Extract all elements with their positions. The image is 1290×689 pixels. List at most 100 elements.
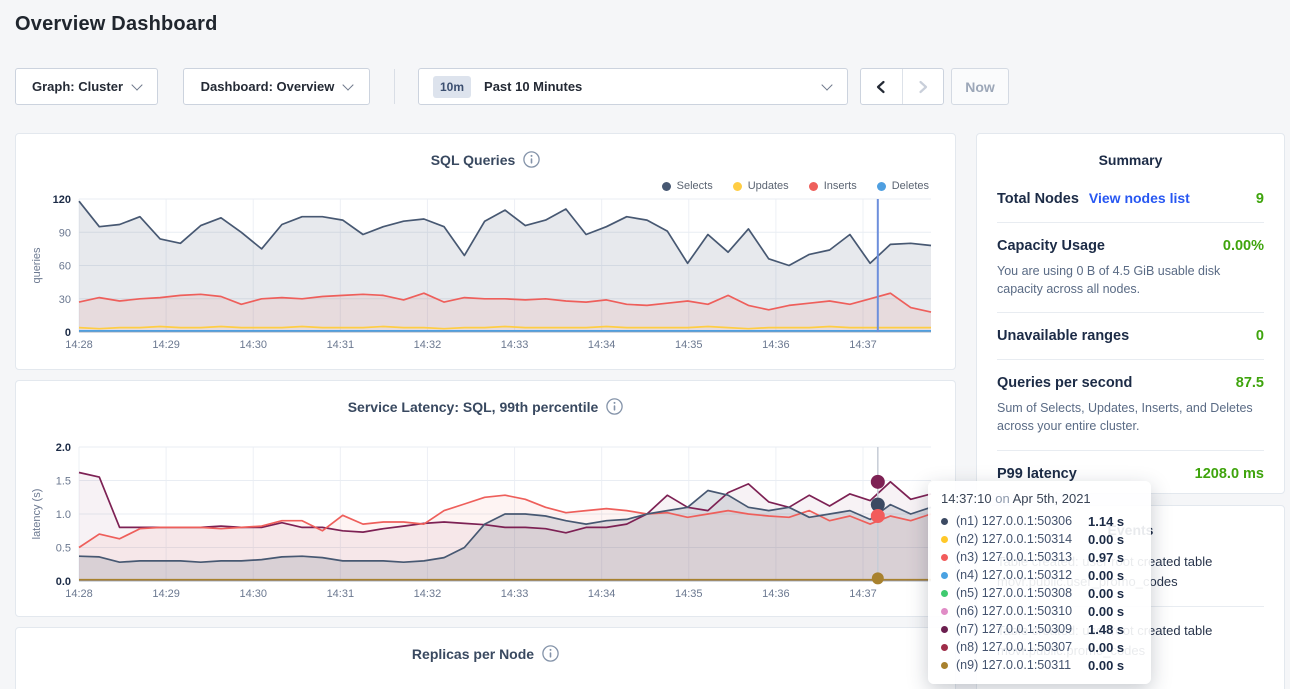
summary-stat-row: Capacity Usage 0.00% <box>997 237 1264 255</box>
info-icon[interactable] <box>523 151 541 168</box>
sql-queries-chart[interactable]: 14:28 14:29 14:30 14:31 14:32 14:33 14:34 14:35… <box>16 134 955 369</box>
summary-stat-value: 0 <box>1255 328 1264 345</box>
chevron-down-icon <box>131 78 143 91</box>
series-dot-icon <box>941 589 948 597</box>
view-nodes-list-link[interactable]: View nodes list <box>1088 190 1190 206</box>
series-dot-icon <box>941 571 948 579</box>
tooltip-node-address: (n3) 127.0.0.1:50313 <box>956 550 1073 564</box>
svg-text:14:33: 14:33 <box>501 339 529 351</box>
tooltip-node-value: 0.00 s <box>1088 639 1125 655</box>
time-range-dropdown[interactable]: 10m Past 10 Minutes <box>418 68 848 105</box>
svg-text:14:31: 14:31 <box>327 588 355 600</box>
svg-text:14:37: 14:37 <box>849 588 877 600</box>
tooltip-date: Apr 5th, 2021 <box>1012 491 1091 506</box>
svg-text:queries: queries <box>31 247 43 284</box>
summary-title: Summary <box>1098 152 1163 168</box>
svg-text:14:30: 14:30 <box>239 339 267 351</box>
legend-item-selects[interactable]: Selects <box>661 180 713 192</box>
summary-stat-label: P99 latency <box>997 465 1077 482</box>
summary-items: Total Nodes View nodes list 9 Capacity Usag… <box>997 190 1264 483</box>
summary-stat-label: Queries per second <box>997 375 1133 392</box>
summary-stat-label: Unavailable ranges <box>997 328 1130 345</box>
service-latency-chart[interactable]: 14:28 14:29 14:30 14:31 14:32 14:33 14:34 14:35… <box>16 381 955 616</box>
time-step-forward-button[interactable] <box>903 69 944 104</box>
legend-dot-icon <box>808 181 818 191</box>
svg-text:30: 30 <box>59 294 71 306</box>
tooltip-node-row: (n8) 127.0.0.1:50307 0.00 s <box>941 638 1138 656</box>
legend-label: Updates <box>747 180 789 192</box>
tooltip-node-address: (n9) 127.0.0.1:50311 <box>956 658 1072 672</box>
series-dot-icon <box>941 535 948 543</box>
tooltip-node-address: (n2) 127.0.0.1:50314 <box>956 532 1073 546</box>
tooltip-node-address: (n6) 127.0.0.1:50310 <box>956 604 1073 618</box>
series-dot-icon <box>941 553 948 561</box>
svg-text:0.0: 0.0 <box>56 576 71 588</box>
tooltip-timestamp: 14:37:10 on Apr 5th, 2021 <box>941 491 1138 506</box>
summary-stat-value: 9 <box>1255 191 1264 207</box>
tooltip-node-value: 0.00 s <box>1088 585 1125 601</box>
dashboard-dropdown[interactable]: Dashboard: Overview <box>183 68 370 105</box>
svg-text:14:37: 14:37 <box>849 339 877 351</box>
summary-stat-label: Capacity Usage <box>997 238 1105 254</box>
svg-text:14:36: 14:36 <box>762 588 790 600</box>
time-range-badge: 10m <box>433 75 472 98</box>
svg-text:14:28: 14:28 <box>65 339 93 351</box>
time-range-label: Past 10 Minutes <box>484 79 583 94</box>
tooltip-time: 14:37:10 <box>941 491 992 506</box>
sql-queries-card: SQL Queries Selects Updates Inserts Deletes… <box>15 133 956 370</box>
tooltip-node-value: 0.00 s <box>1088 567 1125 583</box>
svg-text:14:29: 14:29 <box>152 588 180 600</box>
graph-scope-dropdown[interactable]: Graph: Cluster <box>15 68 158 105</box>
tooltip-node-row: (n5) 127.0.0.1:50308 0.00 s <box>941 584 1138 602</box>
summary-stat-row: Total Nodes View nodes list 9 <box>997 190 1264 208</box>
info-icon[interactable] <box>542 645 559 662</box>
tooltip-node-row: (n6) 127.0.0.1:50310 0.00 s <box>941 602 1138 620</box>
tooltip-node-value: 1.14 s <box>1088 513 1125 529</box>
summary-stat-description: You are using 0 B of 4.5 GiB usable disk… <box>997 264 1221 297</box>
svg-text:90: 90 <box>59 227 71 239</box>
chart-hover-tooltip: 14:37:10 on Apr 5th, 2021 (n1) 127.0.0.1… <box>928 481 1151 684</box>
time-step-back-button[interactable] <box>861 69 903 104</box>
chevron-down-icon <box>342 78 354 91</box>
dashboard-label: Dashboard: Overview <box>200 79 335 94</box>
tooltip-node-address: (n5) 127.0.0.1:50308 <box>956 586 1073 600</box>
summary-stat-row: P99 latency 1208.0 ms <box>997 465 1264 483</box>
summary-stat-value: 0.00% <box>1222 238 1264 254</box>
summary-stat-row: Unavailable ranges 0 <box>997 327 1264 345</box>
summary-divider <box>997 449 1264 451</box>
tooltip-node-address: (n7) 127.0.0.1:50309 <box>956 622 1073 636</box>
series-dot-icon <box>941 661 948 669</box>
info-icon[interactable] <box>606 398 624 415</box>
legend-label: Deletes <box>891 180 929 192</box>
svg-text:0: 0 <box>65 327 71 339</box>
now-button[interactable]: Now <box>951 68 1009 105</box>
summary-divider <box>997 359 1264 361</box>
tooltip-node-address: (n4) 127.0.0.1:50312 <box>956 568 1073 582</box>
summary-divider <box>997 312 1264 314</box>
page-title: Overview Dashboard <box>15 13 218 35</box>
svg-text:14:30: 14:30 <box>239 588 267 600</box>
legend-item-inserts[interactable]: Inserts <box>808 180 857 192</box>
series-dot-icon <box>941 643 948 651</box>
chart-title: Replicas per Node <box>411 645 535 662</box>
chart-title: SQL Queries <box>430 151 516 168</box>
legend-item-updates[interactable]: Updates <box>732 180 789 192</box>
chevron-right-icon <box>919 80 927 93</box>
legend-item-deletes[interactable]: Deletes <box>876 180 929 192</box>
time-step-button-group <box>860 68 944 105</box>
chart-title: Service Latency: SQL, 99th percentile <box>347 398 599 415</box>
graph-scope-label: Graph: Cluster <box>31 79 123 94</box>
svg-text:14:29: 14:29 <box>152 339 180 351</box>
summary-panel: Summary Total Nodes View nodes list 9 Capac… <box>976 133 1285 494</box>
summary-stat-row: Queries per second 87.5 <box>997 374 1264 392</box>
tooltip-node-row: (n3) 127.0.0.1:50313 0.97 s <box>941 548 1138 566</box>
svg-text:14:34: 14:34 <box>588 339 616 351</box>
tooltip-node-row: (n2) 127.0.0.1:50314 0.00 s <box>941 530 1138 548</box>
svg-text:14:36: 14:36 <box>762 339 790 351</box>
svg-text:60: 60 <box>59 261 71 273</box>
legend-dot-icon <box>661 181 671 191</box>
tooltip-node-value: 0.00 s <box>1088 531 1125 547</box>
tooltip-node-row: (n1) 127.0.0.1:50306 1.14 s <box>941 512 1138 530</box>
chevron-down-icon <box>821 78 833 91</box>
